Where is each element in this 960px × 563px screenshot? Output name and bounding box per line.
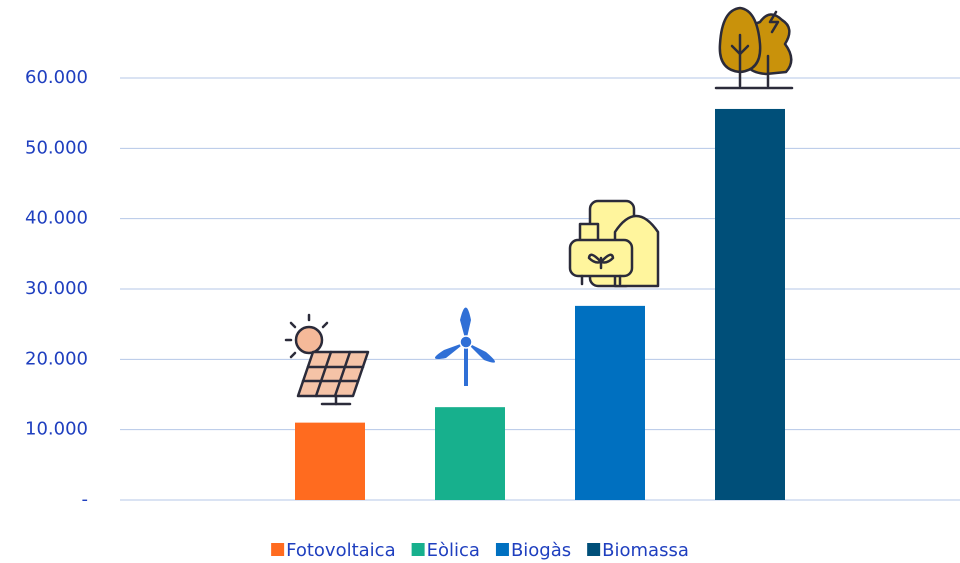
legend-label: Biomassa bbox=[602, 540, 689, 561]
legend-label: Biogàs bbox=[511, 540, 571, 561]
bar bbox=[575, 305, 645, 500]
y-tick-label: 40.000 bbox=[25, 208, 88, 229]
bar bbox=[715, 108, 785, 501]
legend-label: Eòlica bbox=[427, 540, 480, 561]
y-tick-label: - bbox=[82, 489, 89, 510]
y-tick-label: 50.000 bbox=[25, 137, 88, 158]
solar-icon bbox=[284, 313, 370, 406]
wind-icon bbox=[434, 307, 496, 386]
y-tick-label: 20.000 bbox=[25, 348, 88, 369]
bar bbox=[295, 422, 365, 500]
y-tick-label: 60.000 bbox=[25, 67, 88, 88]
biogas-icon bbox=[568, 199, 660, 288]
legend-swatch bbox=[411, 543, 425, 556]
legend-swatch bbox=[495, 543, 509, 556]
bar bbox=[435, 407, 505, 500]
trees-icon bbox=[714, 6, 794, 90]
icons bbox=[284, 6, 794, 406]
legend-label: Fotovoltaica bbox=[286, 540, 395, 561]
legend-swatch bbox=[271, 543, 285, 556]
y-tick-label: 30.000 bbox=[25, 278, 88, 299]
y-tick-label: 10.000 bbox=[25, 419, 88, 440]
legend-swatch bbox=[587, 543, 601, 556]
